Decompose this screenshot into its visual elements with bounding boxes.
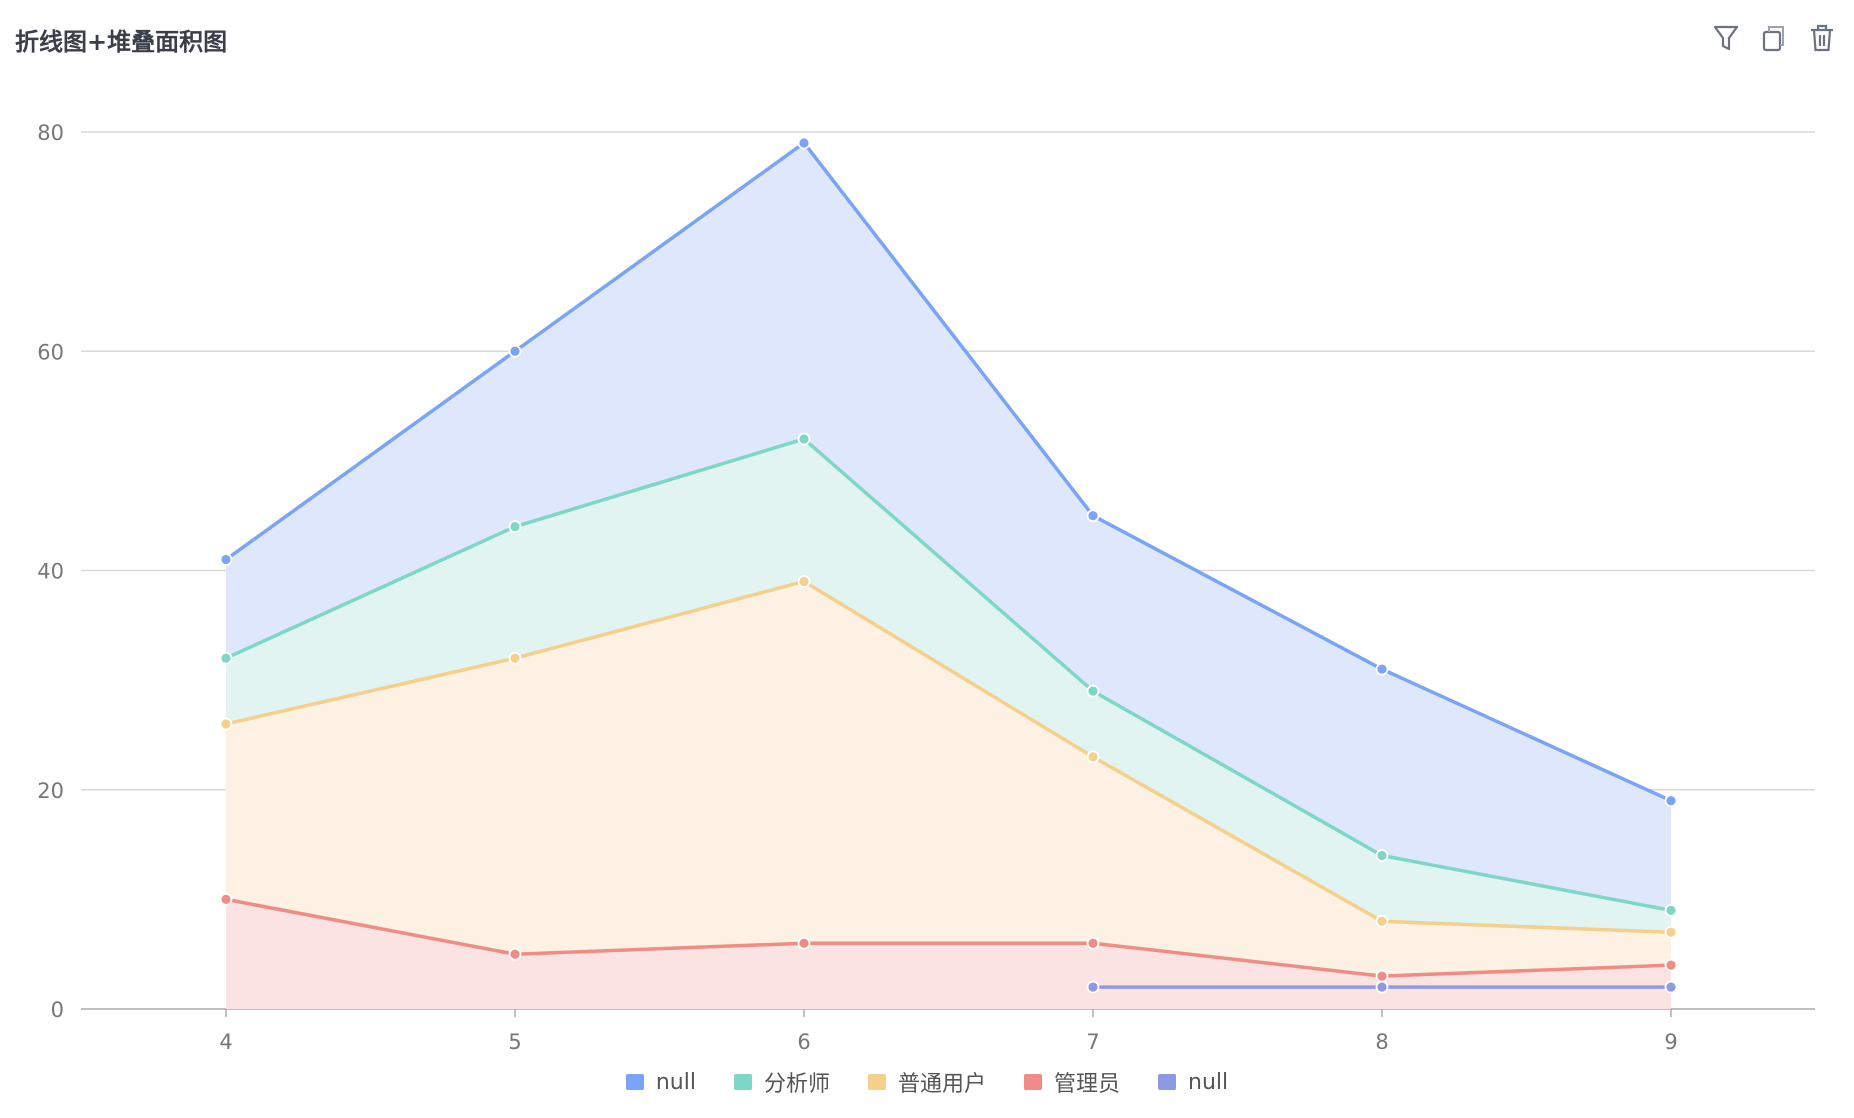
data-point	[219, 717, 233, 731]
legend-item[interactable]: 普通用户	[867, 1066, 986, 1098]
area-管理员	[226, 899, 1671, 1009]
legend-label: 分析师	[763, 1072, 830, 1097]
data-point	[1375, 914, 1389, 928]
data-point	[508, 520, 522, 534]
legend-item[interactable]: 分析师	[733, 1066, 830, 1098]
data-point	[1086, 750, 1100, 764]
data-point	[797, 575, 811, 588]
data-point	[797, 136, 811, 150]
stacked-area-chart: 0 20 40 60 80 4 5 6 7 8 9	[37, 121, 1815, 1054]
data-point	[1086, 936, 1100, 950]
y-tick-label: 80	[37, 121, 64, 145]
data-point	[1664, 980, 1678, 994]
x-tick-label: 7	[1086, 1030, 1099, 1054]
y-tick-label: 20	[37, 779, 64, 803]
data-point	[1086, 684, 1100, 698]
y-tick-label: 0	[51, 998, 64, 1022]
series-line-分析师	[225, 436, 1672, 913]
copy-icon[interactable]	[1760, 22, 1788, 54]
data-point	[1375, 969, 1389, 983]
x-tick-label: 9	[1664, 1030, 1677, 1054]
legend-swatch	[733, 1074, 752, 1090]
chart-title: 折线图+堆叠面积图	[15, 28, 228, 56]
data-point	[1375, 980, 1389, 994]
legend-item[interactable]: 管理员	[1024, 1066, 1120, 1098]
data-point	[219, 553, 233, 566]
legend: null 分析师 普通用户 管理员 null	[0, 1066, 1854, 1098]
legend-item[interactable]: null	[625, 1066, 696, 1098]
data-point	[1664, 903, 1678, 917]
x-tick-label: 6	[797, 1030, 810, 1054]
data-point	[1375, 849, 1389, 862]
data-point	[508, 947, 522, 961]
data-point	[508, 344, 522, 358]
legend-item[interactable]: null	[1158, 1066, 1228, 1098]
data-point	[1664, 925, 1678, 939]
series-line-普通用户	[225, 579, 1672, 935]
area-普通用户	[226, 581, 1671, 1009]
series-line-管理员	[225, 897, 1672, 978]
filter-icon[interactable]	[1712, 22, 1740, 54]
x-tick-label: 8	[1375, 1030, 1388, 1054]
legend-label: 普通用户	[897, 1072, 986, 1097]
legend-label: null	[655, 1069, 696, 1095]
data-point	[797, 936, 811, 950]
data-point	[1664, 958, 1678, 972]
data-point	[1375, 662, 1389, 676]
data-point	[1086, 980, 1100, 994]
toolbar	[1712, 22, 1836, 54]
legend-swatch	[867, 1074, 886, 1090]
legend-swatch	[1024, 1074, 1042, 1090]
legend-label: null	[1188, 1069, 1229, 1095]
x-tick-label: 4	[219, 1030, 232, 1054]
legend-swatch	[625, 1074, 644, 1090]
legend-swatch	[1158, 1074, 1177, 1090]
legend-label: 管理员	[1054, 1072, 1121, 1097]
data-point	[1086, 509, 1100, 523]
data-point	[219, 892, 233, 906]
data-point	[1664, 794, 1678, 808]
series-line-null	[224, 140, 1672, 803]
y-tick-label: 40	[37, 560, 64, 584]
data-point	[508, 651, 522, 665]
trash-icon[interactable]	[1808, 22, 1836, 54]
y-tick-label: 60	[37, 340, 64, 364]
data-point	[219, 651, 233, 665]
data-point	[797, 432, 811, 446]
x-tick-label: 5	[508, 1030, 521, 1054]
